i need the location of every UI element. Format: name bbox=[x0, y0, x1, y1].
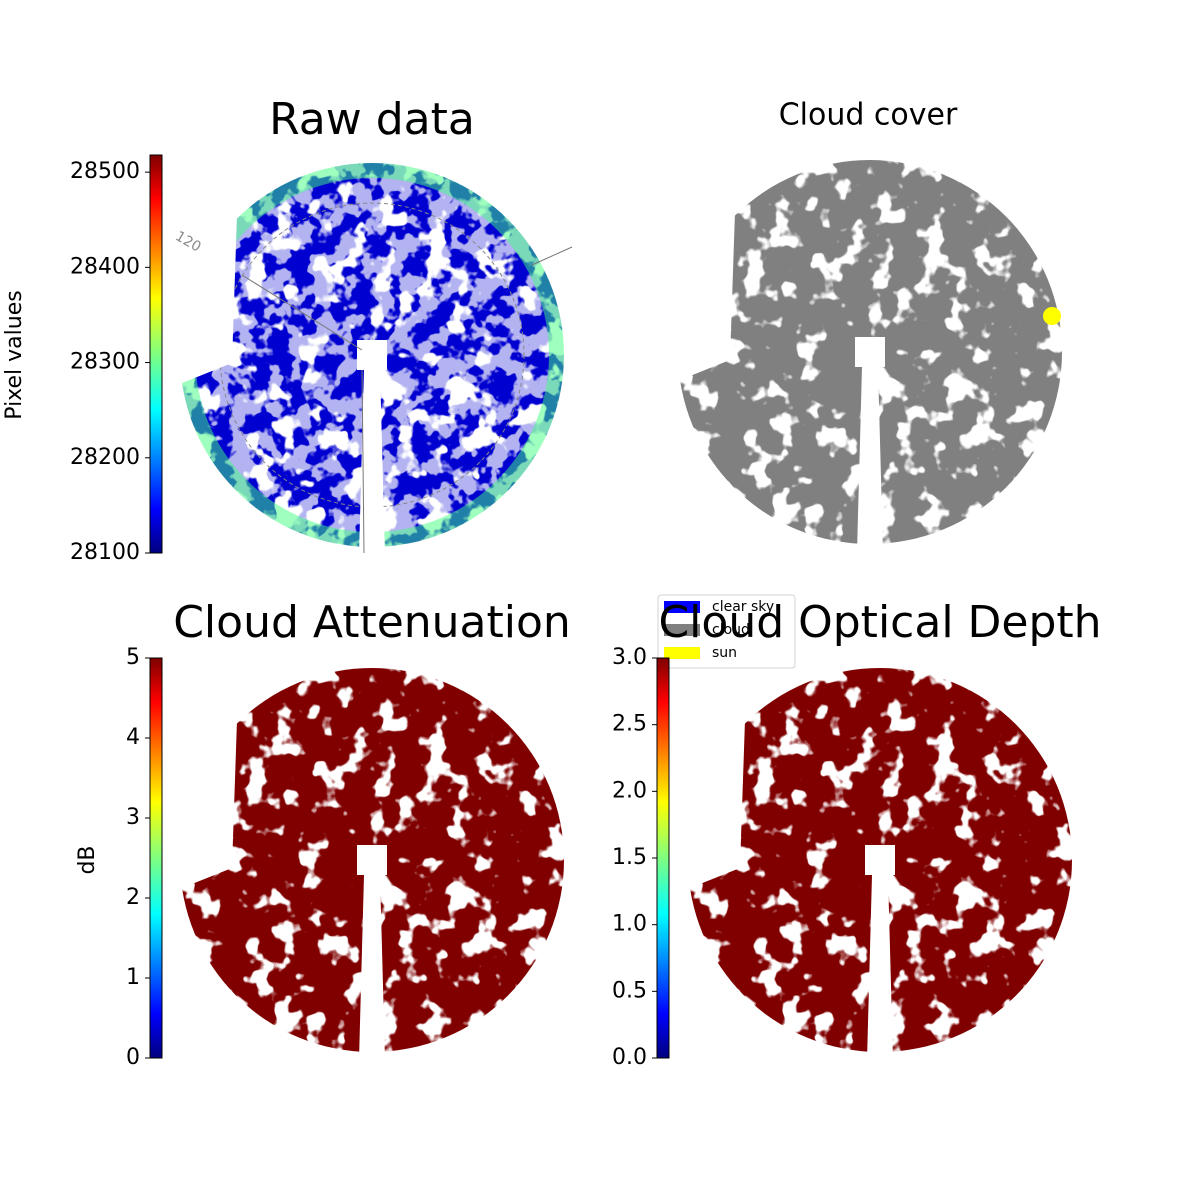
colorbar-tick-label: 1 bbox=[126, 965, 140, 990]
optical-depth-image bbox=[680, 660, 1080, 1060]
panel-title: Raw data bbox=[269, 94, 475, 145]
colorbar-tick-label: 1.5 bbox=[612, 845, 647, 870]
colorbar-tick-label: 3.0 bbox=[612, 645, 647, 670]
colorbar-tick-label: 3 bbox=[126, 805, 140, 830]
panel-title: Cloud cover bbox=[779, 98, 958, 133]
cloud-cover-image bbox=[670, 152, 1070, 552]
colorbar-tick-label: 5 bbox=[126, 645, 140, 670]
colorbar-tick-label: 0.0 bbox=[612, 1045, 647, 1070]
legend-swatch bbox=[664, 601, 700, 613]
colorbar-tick-label: 2.0 bbox=[612, 778, 647, 803]
colorbar-tick-label: 28200 bbox=[70, 445, 140, 470]
colorbar-label: dB bbox=[75, 845, 100, 874]
colorbar-tick-label: 2.5 bbox=[612, 712, 647, 737]
legend-swatch bbox=[664, 647, 700, 659]
colorbar-tick-label: 4 bbox=[126, 725, 140, 750]
legend-label: clear sky bbox=[712, 599, 774, 615]
colorbar bbox=[149, 657, 163, 1059]
colorbar-tick-label: 28400 bbox=[70, 254, 140, 279]
legend-label: cloud bbox=[712, 622, 750, 638]
colorbar-tick-label: 28300 bbox=[70, 350, 140, 375]
legend-label: sun bbox=[712, 645, 737, 661]
colorbar-tick-label: 2 bbox=[126, 885, 140, 910]
colorbar-tick-label: 0 bbox=[126, 1045, 140, 1070]
attenuation-image bbox=[172, 660, 572, 1060]
panel-title: Cloud Optical Depth bbox=[658, 597, 1101, 648]
colorbar bbox=[656, 657, 670, 1059]
colorbar-label: Pixel values bbox=[2, 290, 27, 419]
colorbar-tick-label: 28500 bbox=[70, 159, 140, 184]
panel-title: Cloud Attenuation bbox=[173, 597, 571, 648]
colorbar-tick-label: 28100 bbox=[70, 540, 140, 565]
colorbar bbox=[149, 154, 163, 554]
colorbar-tick-label: 0.5 bbox=[612, 978, 647, 1003]
raw-image bbox=[165, 148, 579, 562]
colorbar-tick-label: 1.0 bbox=[612, 912, 647, 937]
legend-swatch bbox=[664, 624, 700, 636]
